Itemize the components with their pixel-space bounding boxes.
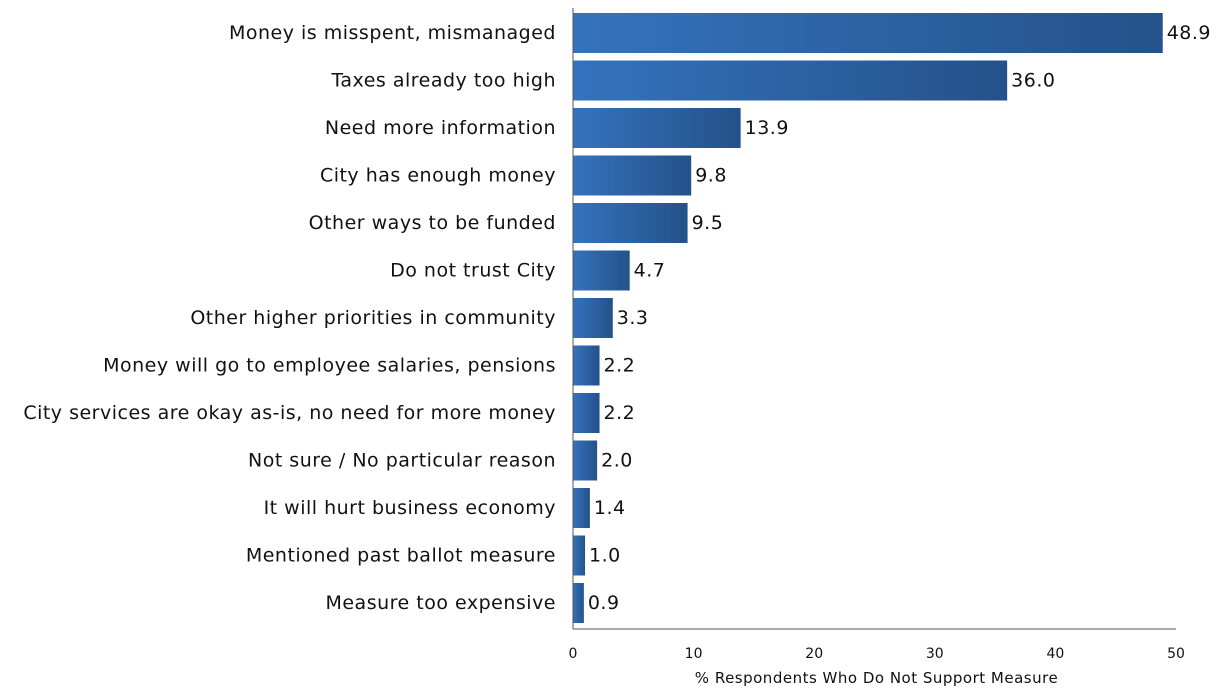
value-labels: 48.9 36.0 13.9 9.8 9.5 4.7 3.3 2.2 2.2 2.0 1.4 1.0 0… [588,22,1211,614]
category-label: It will hurt business economy [264,497,556,519]
bar [573,583,584,623]
category-label: Taxes already too high [330,70,556,92]
bar [573,13,1163,53]
category-label: Do not trust City [390,260,556,282]
value-label: 2.2 [604,355,636,377]
value-label: 48.9 [1167,22,1211,44]
bar [573,488,590,528]
x-tick-labels: 0 10 20 30 40 50 [569,646,1185,662]
x-tick-label: 0 [569,646,578,662]
category-label: City has enough money [320,165,556,187]
category-label: Other ways to be funded [309,212,556,234]
value-label: 3.3 [617,307,649,329]
x-tick-label: 50 [1167,646,1185,662]
x-tick-label: 40 [1046,646,1064,662]
category-label: Need more information [325,117,556,139]
value-label: 13.9 [745,117,789,139]
x-tick-label: 30 [926,646,944,662]
bar [573,393,600,433]
category-label: Measure too expensive [325,592,556,614]
category-label: Money is misspent, mismanaged [229,22,556,44]
value-label: 2.2 [604,402,636,424]
value-label: 9.5 [692,212,724,234]
category-label: Other higher priorities in community [190,307,556,329]
bar [573,440,598,481]
category-label: Mentioned past ballot measure [246,545,556,567]
value-label: 2.0 [601,450,633,472]
value-label: 4.7 [634,260,666,282]
category-label: City services are okay as-is, no need fo… [23,402,556,424]
x-axis-title: % Respondents Who Do Not Support Measure [695,669,1058,687]
bar [573,60,1008,101]
bar [573,250,630,291]
value-label: 9.8 [695,165,727,187]
bar [573,345,600,386]
value-label: 1.0 [589,545,621,567]
x-tick-label: 20 [805,646,823,662]
bar [573,155,692,196]
bar [573,298,613,338]
value-label: 0.9 [588,592,620,614]
bar [573,108,741,148]
category-labels: Money is misspent, mismanaged Taxes alrea… [23,22,556,614]
bars-group [573,13,1163,623]
bar [573,203,688,243]
value-label: 36.0 [1011,70,1055,92]
value-label: 1.4 [594,497,626,519]
category-label: Money will go to employee salaries, pens… [103,355,556,377]
category-label: Not sure / No particular reason [248,450,556,472]
axes [572,8,1176,630]
bar [573,535,586,576]
x-tick-label: 10 [685,646,703,662]
